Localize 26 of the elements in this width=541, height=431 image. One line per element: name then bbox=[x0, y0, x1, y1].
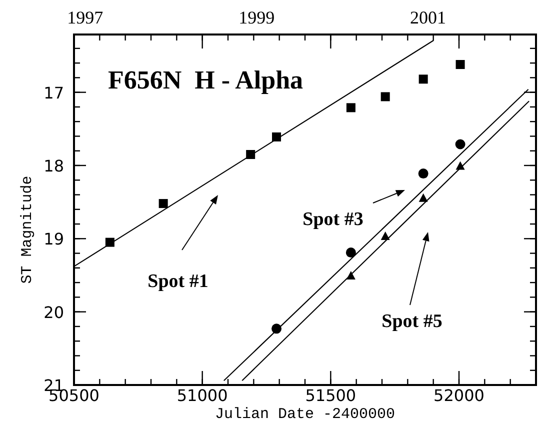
point bbox=[455, 139, 466, 150]
x2-tick-label: 1999 bbox=[238, 8, 275, 28]
y-axis-title: ST Magnitude bbox=[19, 176, 36, 284]
y-tick-label: 20 bbox=[44, 302, 64, 322]
point bbox=[380, 231, 390, 240]
point bbox=[418, 168, 428, 179]
annotation: Spot #3 bbox=[302, 209, 364, 230]
point bbox=[418, 193, 428, 202]
y-tick-label: 17 bbox=[44, 83, 64, 102]
point bbox=[158, 199, 168, 208]
x2-tick-label: 2001 bbox=[410, 8, 446, 28]
x2-tick-label: 1997 bbox=[67, 8, 104, 28]
x-axis-title: Julian Date -2400000 bbox=[214, 406, 396, 423]
y-tick-label: 18 bbox=[44, 156, 64, 176]
y-tick-label: 19 bbox=[44, 230, 64, 249]
point bbox=[418, 74, 428, 84]
x-tick-label: 52000 bbox=[434, 386, 484, 405]
annotation: Spot #5 bbox=[382, 311, 442, 332]
point bbox=[346, 248, 356, 258]
text: F656N H - Alpha bbox=[108, 66, 304, 94]
annotation: Spot #1 bbox=[148, 271, 208, 292]
point bbox=[380, 92, 390, 102]
x-tick-label: 51500 bbox=[305, 386, 356, 405]
point bbox=[346, 103, 356, 112]
point bbox=[456, 60, 465, 69]
x-tick-label: 51000 bbox=[176, 386, 228, 405]
